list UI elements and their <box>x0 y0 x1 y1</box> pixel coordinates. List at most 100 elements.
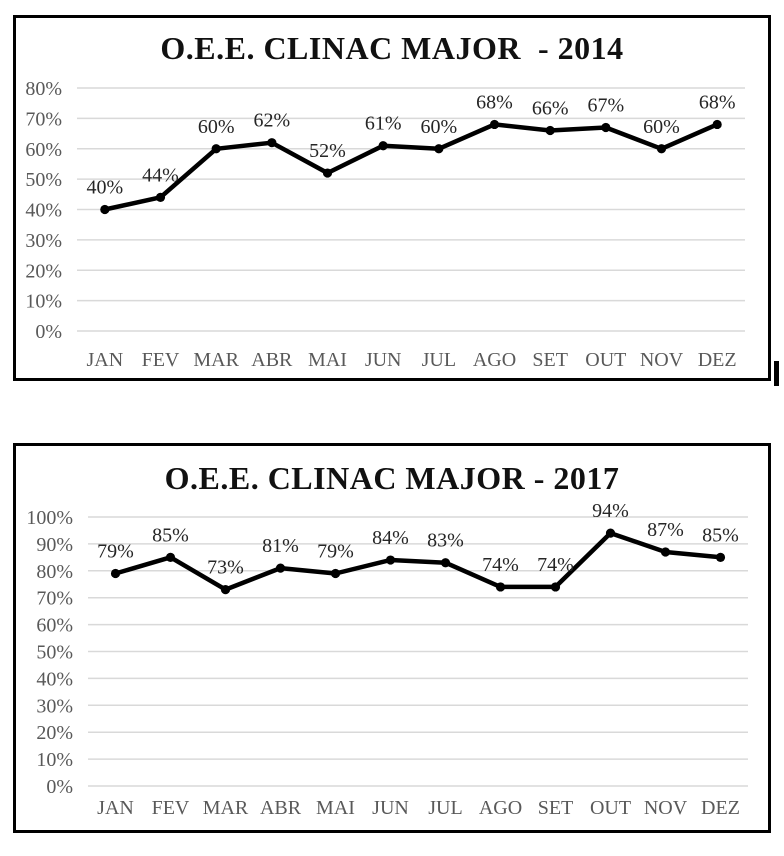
data-point-markers <box>110 528 726 595</box>
data-point-marker <box>155 192 166 202</box>
x-category-label: JUL <box>422 349 456 371</box>
data-label: 87% <box>647 519 684 541</box>
data-label: 85% <box>152 524 189 546</box>
data-point-marker <box>545 125 555 136</box>
chart-title-2017: O.E.E. CLINAC MAJOR - 2017 <box>164 460 620 496</box>
chart-panel-2014: O.E.E. CLINAC MAJOR - 2014 0% 10% 20% 30% 40… <box>13 15 771 381</box>
line-chart-2014: 0% 10% 20% 30% 40% 50% 60% 70% 80% JAN FEV MAR ABR MA… <box>25 78 745 371</box>
data-point-marker <box>601 122 611 133</box>
x-category-label: NOV <box>644 797 688 819</box>
data-label: 83% <box>427 530 464 552</box>
data-point-marker <box>660 547 671 557</box>
y-tick-label: 40% <box>36 668 73 690</box>
data-point-marker <box>550 582 561 592</box>
data-label: 52% <box>309 140 346 162</box>
gridlines <box>88 516 748 787</box>
y-tick-label: 30% <box>36 695 73 717</box>
x-category-label: DEZ <box>698 349 737 371</box>
y-tick-label: 10% <box>25 291 62 313</box>
data-line <box>113 530 723 592</box>
data-point-marker <box>489 119 500 130</box>
x-category-label: JAN <box>97 797 134 819</box>
x-category-label: FEV <box>142 349 180 371</box>
x-axis-category-labels: JAN FEV MAR ABR MAI JUN JUL AGO SET OUT NOV DEZ <box>86 349 736 371</box>
data-labels: 79% 85% 73% 81% 79% 84% 83% 74% 74% 94% 87% 85% <box>97 500 739 578</box>
data-label: 60% <box>198 116 235 138</box>
x-category-label: JAN <box>86 349 123 371</box>
data-label: 66% <box>532 98 569 120</box>
x-axis-category-labels: JAN FEV MAR ABR MAI JUN JUL AGO SET OUT NOV DEZ <box>97 797 740 819</box>
data-point-marker <box>656 144 667 154</box>
chart-panel-2017: O.E.E. CLINAC MAJOR - 2017 0% 10% 20% 30% 40… <box>13 443 771 833</box>
y-tick-label: 20% <box>25 260 62 282</box>
data-label: 60% <box>420 116 457 138</box>
data-point-marker <box>220 585 231 595</box>
data-label: 68% <box>699 91 736 113</box>
data-point-marker <box>434 144 444 154</box>
line-chart-2017: 0% 10% 20% 30% 40% 50% 60% 70% 80% 90% 100% JAN FEV M… <box>26 500 748 819</box>
x-category-label: JUN <box>372 797 409 819</box>
data-line <box>102 122 720 212</box>
cursor-artifact-mark <box>774 361 779 386</box>
data-label: 79% <box>317 540 354 562</box>
data-label: 94% <box>592 500 629 522</box>
data-point-markers <box>100 119 722 215</box>
x-category-label: FEV <box>152 797 190 819</box>
data-label: 62% <box>253 110 290 132</box>
x-category-label: ABR <box>251 349 293 371</box>
y-tick-label: 50% <box>36 642 73 664</box>
data-point-marker <box>275 563 286 573</box>
x-category-label: MAR <box>203 797 249 819</box>
y-axis-tick-labels: 0% 10% 20% 30% 40% 50% 60% 70% 80% <box>25 78 62 343</box>
data-point-marker <box>440 558 451 568</box>
data-point-marker <box>165 552 176 562</box>
data-label: 61% <box>365 113 402 135</box>
y-axis-tick-labels: 0% 10% 20% 30% 40% 50% 60% 70% 80% 90% 100% <box>26 507 73 798</box>
data-point-marker <box>712 119 722 130</box>
data-label: 81% <box>262 535 299 557</box>
data-label: 84% <box>372 527 409 549</box>
y-tick-label: 90% <box>36 534 73 556</box>
x-category-label: SET <box>538 797 574 819</box>
y-tick-label: 20% <box>36 722 73 744</box>
x-category-label: AGO <box>473 349 516 371</box>
data-label: 68% <box>476 91 513 113</box>
x-category-label: ABR <box>260 797 302 819</box>
x-category-label: DEZ <box>701 797 740 819</box>
y-tick-label: 0% <box>46 776 73 798</box>
data-label: 67% <box>587 94 624 116</box>
x-category-label: MAI <box>308 349 347 371</box>
x-category-label: OUT <box>585 349 626 371</box>
y-tick-label: 0% <box>35 321 62 343</box>
y-tick-label: 70% <box>25 108 62 130</box>
data-point-marker <box>322 168 333 178</box>
data-label: 40% <box>86 177 123 199</box>
data-label: 79% <box>97 540 134 562</box>
x-category-label: MAI <box>316 797 355 819</box>
x-category-label: JUL <box>428 797 462 819</box>
data-label: 74% <box>537 554 574 576</box>
x-category-label: MAR <box>193 349 239 371</box>
data-point-marker <box>110 568 121 579</box>
gridlines <box>77 87 745 332</box>
y-tick-label: 60% <box>25 139 62 161</box>
data-point-marker <box>715 552 726 562</box>
data-point-marker <box>385 555 396 565</box>
x-category-label: OUT <box>590 797 631 819</box>
data-label: 74% <box>482 554 519 576</box>
x-category-label: AGO <box>479 797 522 819</box>
x-category-label: JUN <box>365 349 402 371</box>
data-point-marker <box>495 582 506 592</box>
x-category-label: SET <box>532 349 568 371</box>
data-label: 73% <box>207 557 244 579</box>
y-tick-label: 40% <box>25 200 62 222</box>
y-tick-label: 30% <box>25 230 62 252</box>
y-tick-label: 60% <box>36 615 73 637</box>
data-point-marker <box>211 144 221 154</box>
x-category-label: NOV <box>640 349 684 371</box>
data-label: 60% <box>643 116 680 138</box>
y-tick-label: 80% <box>36 561 73 583</box>
y-tick-label: 100% <box>26 507 73 529</box>
y-tick-label: 80% <box>25 78 62 100</box>
